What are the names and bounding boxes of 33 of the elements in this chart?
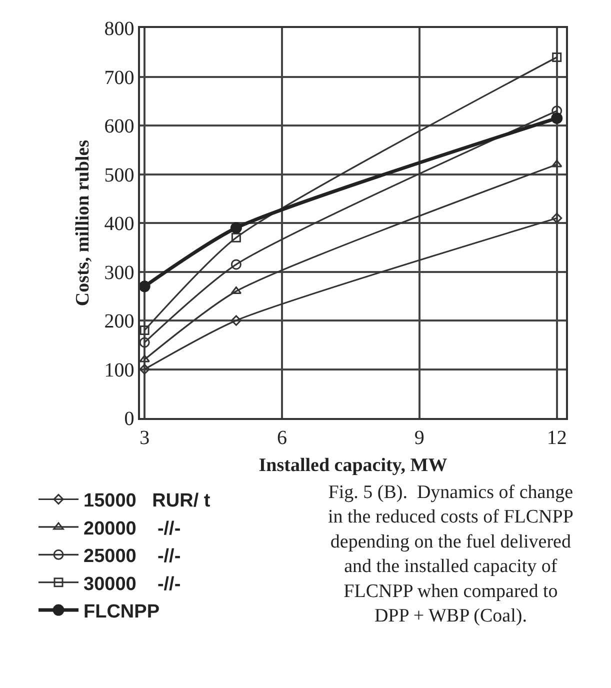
x-tick-label: 6	[277, 426, 287, 449]
x-tick-label: 12	[546, 426, 567, 449]
caption: Fig. 5 (B). Dynamics of change in the reduced costs of FLCNPP depending on the fuel delivered and the installed capacity of FLCNPP when compared to DPP + WBP (Coal).	[328, 482, 574, 626]
y-tick-label: 200	[104, 310, 134, 332]
x-tick-label: 9	[414, 426, 424, 449]
point	[551, 112, 563, 124]
point	[140, 337, 150, 348]
point	[230, 222, 242, 234]
y-axis-title: Costs, million rubles	[72, 140, 94, 306]
y-tick-label: 100	[104, 359, 134, 382]
y-tick-label: 700	[104, 66, 134, 89]
x-tick-label: 3	[140, 426, 150, 449]
y-tick-label: 0	[124, 408, 134, 430]
y-tick-label: 300	[104, 262, 134, 284]
point	[140, 326, 150, 335]
point	[140, 364, 150, 375]
point	[140, 280, 150, 292]
y-tick-label: 800	[104, 18, 134, 40]
legend-label: FLCNPP	[84, 601, 160, 622]
y-tick-label: 400	[104, 213, 134, 235]
point	[231, 232, 241, 242]
legend-label: 20000 -//-	[84, 518, 181, 540]
legend-label: 25000 -//-	[84, 546, 181, 568]
point	[230, 259, 242, 270]
legend-label: 15000 RUR/ t	[84, 490, 211, 512]
point	[140, 354, 150, 362]
point	[552, 52, 562, 62]
legend-label: 30000 -//-	[84, 574, 181, 595]
point	[552, 212, 562, 224]
point	[230, 315, 242, 326]
x-axis-title: Installed capacity, MW	[258, 455, 448, 476]
y-tick-label: 600	[104, 116, 134, 138]
y-tick-label: 500	[104, 164, 134, 186]
